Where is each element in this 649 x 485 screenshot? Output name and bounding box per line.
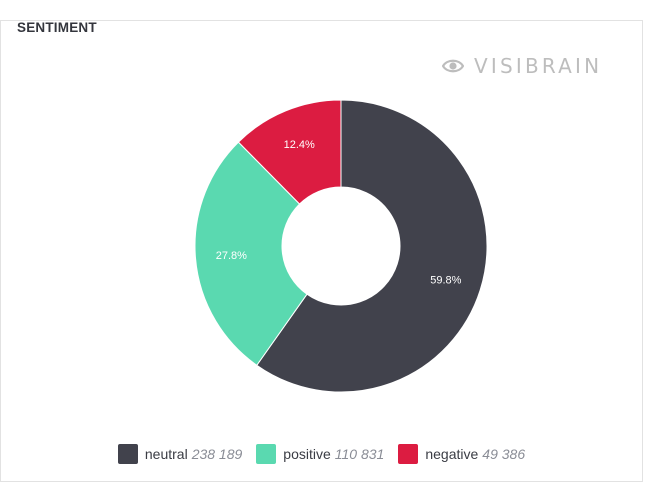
slice-positive[interactable] <box>194 141 308 366</box>
legend-count-neutral: 238 189 <box>191 446 243 462</box>
slice-neutral[interactable] <box>256 99 488 393</box>
legend-count-positive: 110 831 <box>334 446 385 462</box>
legend-label-negative: negative <box>425 446 479 462</box>
legend-swatch-negative <box>398 444 419 464</box>
legend-label-neutral: neutral <box>144 446 188 462</box>
legend-swatch-positive <box>256 444 277 464</box>
legend-item-negative[interactable]: negative 49 386 <box>398 444 525 464</box>
slice-label-positive: 27.8% <box>216 250 247 262</box>
donut-chart: 59.8% 27.8% 12.4% <box>194 99 488 393</box>
visibrain-logo: VISIBRAIN <box>442 54 602 78</box>
logo-wordmark: VISIBRAIN <box>474 54 603 78</box>
legend-label-positive: positive <box>283 446 331 462</box>
chart-title: SENTIMENT <box>17 20 97 35</box>
legend-item-positive[interactable]: positive 110 831 <box>256 444 384 464</box>
slice-label-neutral: 59.8% <box>430 274 461 286</box>
legend-count-negative: 49 386 <box>482 446 526 462</box>
slice-negative[interactable] <box>237 99 342 205</box>
chart-legend: neutral 238 189 positive 110 831 negative 49 … <box>0 444 643 464</box>
eye-icon <box>442 59 464 73</box>
slice-label-negative: 12.4% <box>284 139 315 151</box>
legend-item-neutral[interactable]: neutral 238 189 <box>117 444 243 464</box>
chart-card <box>0 20 643 482</box>
legend-swatch-neutral <box>117 444 138 464</box>
